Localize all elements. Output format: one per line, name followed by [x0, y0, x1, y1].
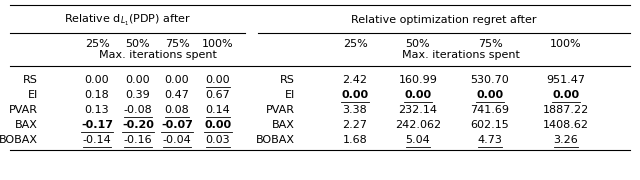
Text: 0.00: 0.00: [341, 90, 369, 100]
Text: 50%: 50%: [125, 39, 150, 49]
Text: 0.00: 0.00: [84, 75, 109, 85]
Text: 0.00: 0.00: [164, 75, 189, 85]
Text: 100%: 100%: [550, 39, 582, 49]
Text: 25%: 25%: [84, 39, 109, 49]
Text: 1408.62: 1408.62: [543, 120, 589, 130]
Text: BAX: BAX: [15, 120, 38, 130]
Text: -0.08: -0.08: [124, 105, 152, 115]
Text: -0.17: -0.17: [81, 120, 113, 130]
Text: 0.00: 0.00: [476, 90, 504, 100]
Text: 1.68: 1.68: [342, 135, 367, 145]
Text: 75%: 75%: [164, 39, 189, 49]
Text: 0.00: 0.00: [205, 75, 230, 85]
Text: 0.67: 0.67: [205, 90, 230, 100]
Text: 0.39: 0.39: [125, 90, 150, 100]
Text: PVAR: PVAR: [9, 105, 38, 115]
Text: 5.04: 5.04: [406, 135, 430, 145]
Text: 0.18: 0.18: [84, 90, 109, 100]
Text: 3.26: 3.26: [554, 135, 579, 145]
Text: 0.47: 0.47: [164, 90, 189, 100]
Text: 741.69: 741.69: [470, 105, 509, 115]
Text: Max. iterations spent: Max. iterations spent: [401, 50, 520, 60]
Text: EI: EI: [285, 90, 295, 100]
Text: RS: RS: [280, 75, 295, 85]
Text: 232.14: 232.14: [399, 105, 438, 115]
Text: 530.70: 530.70: [470, 75, 509, 85]
Text: 0.00: 0.00: [552, 90, 580, 100]
Text: BOBAX: BOBAX: [256, 135, 295, 145]
Text: 0.00: 0.00: [125, 75, 150, 85]
Text: 3.38: 3.38: [342, 105, 367, 115]
Text: 25%: 25%: [342, 39, 367, 49]
Text: 100%: 100%: [202, 39, 234, 49]
Text: 160.99: 160.99: [399, 75, 437, 85]
Text: 2.27: 2.27: [342, 120, 367, 130]
Text: -0.07: -0.07: [161, 120, 193, 130]
Text: EI: EI: [28, 90, 38, 100]
Text: BAX: BAX: [272, 120, 295, 130]
Text: 0.08: 0.08: [164, 105, 189, 115]
Text: 1887.22: 1887.22: [543, 105, 589, 115]
Text: -0.20: -0.20: [122, 120, 154, 130]
Text: 0.00: 0.00: [204, 120, 232, 130]
Text: -0.16: -0.16: [124, 135, 152, 145]
Text: -0.14: -0.14: [83, 135, 111, 145]
Text: Relative d$_{L_1}$(PDP) after: Relative d$_{L_1}$(PDP) after: [64, 12, 191, 28]
Text: -0.04: -0.04: [163, 135, 191, 145]
Text: RS: RS: [23, 75, 38, 85]
Text: 2.42: 2.42: [342, 75, 367, 85]
Text: 602.15: 602.15: [470, 120, 509, 130]
Text: 50%: 50%: [406, 39, 430, 49]
Text: 242.062: 242.062: [395, 120, 441, 130]
Text: PVAR: PVAR: [266, 105, 295, 115]
Text: 0.03: 0.03: [205, 135, 230, 145]
Text: 0.00: 0.00: [404, 90, 431, 100]
Text: Max. iterations spent: Max. iterations spent: [99, 50, 216, 60]
Text: 0.13: 0.13: [84, 105, 109, 115]
Text: BOBAX: BOBAX: [0, 135, 38, 145]
Text: 75%: 75%: [477, 39, 502, 49]
Text: Relative optimization regret after: Relative optimization regret after: [351, 15, 537, 25]
Text: 0.14: 0.14: [205, 105, 230, 115]
Text: 951.47: 951.47: [547, 75, 586, 85]
Text: 4.73: 4.73: [477, 135, 502, 145]
